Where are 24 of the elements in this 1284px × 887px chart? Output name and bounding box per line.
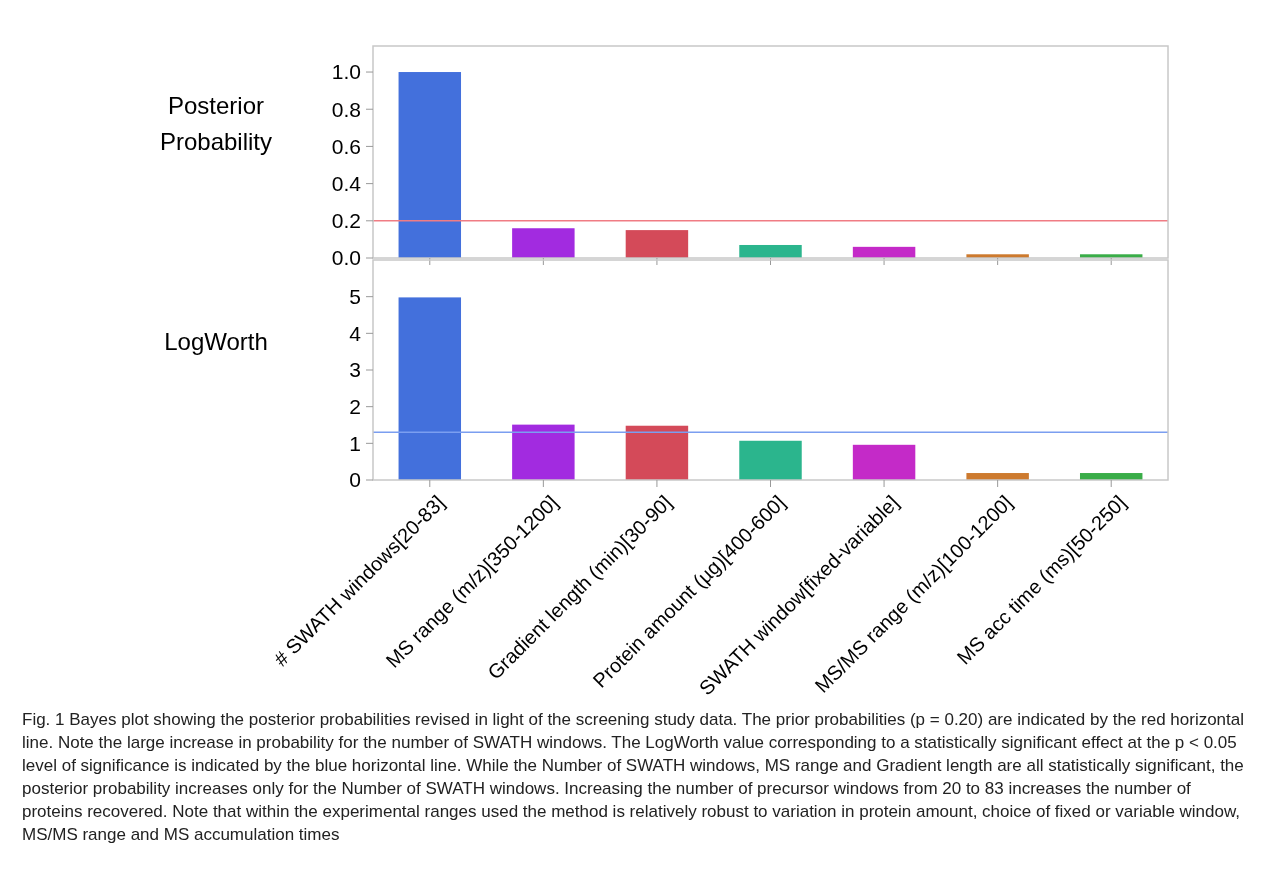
bar [398, 297, 462, 480]
y-tick-label: 0.6 [331, 134, 361, 158]
y-axis-title: LogWorth [164, 328, 268, 355]
y-tick-label: 0.8 [331, 97, 361, 121]
bar [739, 440, 802, 480]
bar [739, 244, 802, 258]
y-axis-title: Posterior Probability [159, 92, 273, 155]
y-tick-label: 3 [349, 358, 361, 382]
caption: Fig. 1 Bayes plot showing the posterior probabilities revised in light of the screening study data. The prior probabilities (p = 0.20) are indicated by the red horizontal line. Note the large increase in probability for the number of SWATH windows. The LogWorth value corresponding to a statistically significant effect at the p < 0.05 level of significance is indicated by the blue horizontal line. While the Number of SWATH windows, MS range and Gradient length are all statistically significant, the posterior probability increases only for the Number of SWATH windows. Increasing the number of precursor windows from 20 to 83 increases the number of proteins recovered. Note that within the experimental ranges used the method is relatively robust to variation in protein amount, choice of fixed or variable window, MS/MS range and MS accumulation times [22, 709, 1246, 846]
y-tick-label: 0.2 [331, 209, 361, 233]
y-tick-label: 0 [349, 468, 361, 492]
y-tick-label: 2 [349, 395, 361, 419]
y-tick-label: 1 [349, 431, 361, 455]
y-tick-label: 5 [349, 285, 361, 309]
bar [512, 228, 575, 258]
bar [625, 230, 689, 258]
y-tick-label: 1.0 [331, 60, 361, 84]
bar [512, 424, 575, 480]
bar [398, 72, 462, 258]
y-tick-label: 0.0 [331, 246, 361, 270]
y-tick-label: 4 [349, 321, 362, 345]
bar [625, 425, 689, 480]
bar [852, 444, 916, 480]
y-tick-label: 0.4 [331, 171, 362, 195]
